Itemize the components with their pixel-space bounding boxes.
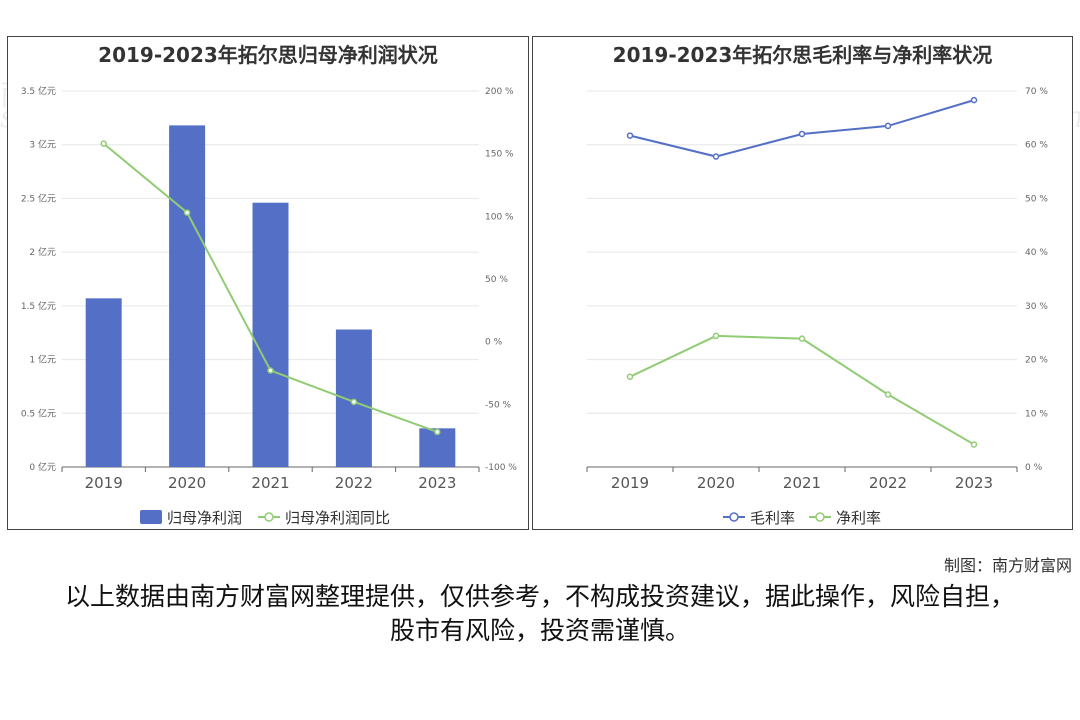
- data-point: [884, 122, 892, 130]
- net-profit-chart: 2019-2023年拓尔思归母净利润状况 0 亿元 0.5 亿元 1 亿元 1.5 亿…: [7, 36, 529, 530]
- data-point: [798, 335, 806, 342]
- x-tick-label: 2019: [611, 474, 649, 492]
- y-tick-label: 1 亿元: [29, 354, 56, 366]
- y2-tick-label: 50 %: [485, 275, 508, 285]
- legend-label: 净利率: [836, 509, 881, 527]
- y-tick-label: 50 %: [1025, 194, 1048, 204]
- x-tick-label: 2020: [168, 474, 206, 492]
- data-point: [267, 367, 274, 374]
- y-tick-label: 60 %: [1025, 141, 1048, 151]
- data-point: [884, 391, 892, 398]
- x-tick-label: 2023: [955, 474, 993, 492]
- legend-swatch: [729, 512, 739, 522]
- credit-text: 制图：南方财富网: [943, 556, 1072, 575]
- disclaimer-text: 以上数据由南方财富网整理提供，仅供参考，不构成投资建议，据此操作，风险自担，股市…: [64, 582, 1015, 645]
- chart-title: 2019-2023年拓尔思归母净利润状况: [98, 43, 438, 67]
- data-point: [798, 130, 806, 138]
- data-point: [626, 373, 634, 381]
- data-point: [350, 398, 358, 406]
- x-tick-label: 2020: [697, 474, 735, 492]
- legend-swatch: [815, 512, 825, 522]
- y2-tick-label: -50 %: [485, 400, 512, 410]
- legend: 毛利率 净利率: [723, 509, 881, 527]
- x-tick-label: 2023: [418, 474, 456, 492]
- y-tick-label: 2 亿元: [29, 246, 56, 258]
- chart-title: 2019-2023年拓尔思毛利率与净利率状况: [612, 43, 993, 67]
- data-point: [434, 428, 441, 436]
- bar: [169, 125, 206, 468]
- legend-label: 归母净利润: [167, 509, 242, 527]
- y-tick-label: 3 亿元: [29, 139, 56, 151]
- bar: [252, 202, 289, 467]
- data-point: [183, 209, 191, 216]
- data-point: [100, 140, 107, 147]
- x-tick-label: 2022: [869, 474, 907, 492]
- x-tick-label: 2021: [251, 474, 289, 492]
- legend-label: 归母净利润同比: [285, 509, 390, 527]
- data-point: [626, 132, 634, 139]
- y-tick-label: 3.5 亿元: [21, 85, 56, 97]
- data-point: [970, 441, 978, 448]
- y2-tick-label: -100 %: [485, 463, 517, 473]
- y-tick-label: 70 %: [1025, 87, 1048, 97]
- y-tick-label: 10 %: [1025, 409, 1048, 419]
- data-point: [712, 153, 720, 160]
- x-tick-label: 2022: [335, 474, 373, 492]
- y-tick-label: 2.5 亿元: [21, 192, 56, 204]
- margin-plot: 0 % 10 % 20 % 30 % 40 % 50 % 60 % 70 % 2019 2020 2…: [586, 87, 1048, 527]
- y2-tick-label: 0 %: [485, 338, 503, 348]
- y-tick-label: 30 %: [1025, 302, 1048, 312]
- y2-tick-label: 100 %: [485, 212, 514, 222]
- y-tick-label: 0.5 亿元: [21, 407, 56, 419]
- legend: 归母净利润 归母净利润同比: [140, 509, 390, 527]
- bar: [335, 329, 372, 467]
- y-tick-label: 0 %: [1025, 463, 1043, 473]
- y-tick-label: 40 %: [1025, 248, 1048, 258]
- series-line: [629, 99, 975, 158]
- y-tick-label: 0 亿元: [29, 461, 56, 473]
- series-line: [629, 334, 975, 446]
- data-point: [970, 96, 978, 104]
- data-point: [712, 332, 720, 340]
- net-profit-plot: 0 亿元 0.5 亿元 1 亿元 1.5 亿元 2 亿元 2.5 亿元 3 亿元 3.5 亿元…: [21, 85, 517, 527]
- bar: [85, 298, 122, 467]
- legend-swatch: [140, 510, 162, 524]
- margin-chart: 2019-2023年拓尔思毛利率与净利率状况 0 % 10 % 20 % 30 % 40…: [532, 36, 1073, 530]
- x-tick-label: 2019: [85, 474, 123, 492]
- y-tick-label: 20 %: [1025, 356, 1048, 366]
- legend-label: 毛利率: [750, 509, 795, 527]
- y2-tick-label: 150 %: [485, 150, 514, 160]
- legend-swatch: [264, 512, 274, 522]
- y2-tick-label: 200 %: [485, 87, 514, 97]
- y-tick-label: 1.5 亿元: [21, 300, 56, 312]
- x-tick-label: 2021: [783, 474, 821, 492]
